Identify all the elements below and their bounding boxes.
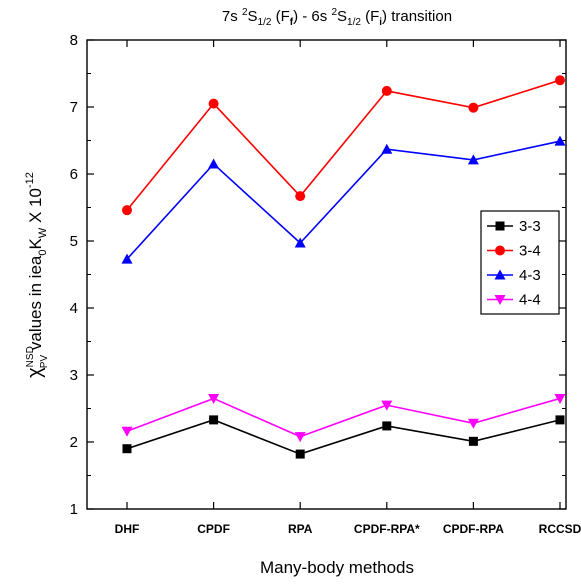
x-ticks: DHF CPDF RPA CPDF-RPA* CPDF-RPA RCCSD (115, 40, 581, 536)
plot-area (121, 75, 566, 459)
y-ticks: 1 2 3 4 5 6 7 8 (70, 32, 566, 518)
legend-marker (494, 295, 506, 305)
data-point (468, 436, 478, 446)
ylabel-exp: -12 (24, 172, 36, 188)
series-line (126, 140, 561, 260)
x-tick-label: CPDF-RPA (443, 522, 504, 536)
data-point (555, 75, 565, 86)
legend-box (480, 210, 560, 315)
title-s2: S (337, 8, 347, 25)
data-point (121, 426, 133, 437)
series-3-3 (122, 415, 565, 459)
ylabel-sub0: 0 (37, 250, 49, 256)
legend-item: 4-4 (487, 292, 541, 309)
data-point (122, 205, 132, 216)
legend-item: 3-3 (487, 218, 541, 235)
legend-marker (495, 221, 505, 231)
y-axis-title: χNSD PV values in iea0KW X 10-12 (24, 172, 50, 378)
series-4-3 (121, 135, 566, 264)
legend-marker (494, 269, 506, 280)
data-point (295, 449, 305, 459)
y-tick-label: 4 (70, 300, 78, 317)
data-point (381, 400, 393, 411)
y-tick-label: 2 (70, 434, 78, 451)
legend-item: 4-3 (487, 267, 541, 284)
data-point (121, 253, 133, 264)
data-point (208, 158, 220, 169)
series-line (126, 79, 561, 211)
ylabel-k: K (26, 238, 45, 250)
data-point (295, 191, 306, 202)
data-point (554, 393, 566, 404)
series-line (126, 397, 561, 438)
x-tick-label: RCCSD (539, 522, 581, 536)
title-mid3: (F (361, 8, 379, 25)
ylabel-chi: χ (24, 367, 46, 378)
data-point (555, 415, 565, 425)
data-point (381, 143, 393, 154)
y-tick-label: 1 (70, 501, 78, 518)
data-point (467, 418, 479, 429)
data-point (208, 393, 220, 404)
ylabel-mid: values in iea (26, 255, 45, 355)
y-tick-label: 5 (70, 233, 78, 250)
legend-label: 3-3 (519, 218, 541, 235)
y-tick-label: 8 (70, 32, 78, 49)
title-mid2: ) - 6s (293, 8, 331, 25)
data-point (122, 444, 132, 454)
data-point (468, 102, 479, 113)
series-4-4 (121, 393, 566, 443)
legend-marker (495, 245, 505, 256)
title-sub1: 1/2 (258, 17, 272, 28)
title-s1: S (248, 8, 258, 25)
ylabel-x10: X 10 (26, 188, 45, 228)
title-sup1: 2 (242, 7, 248, 18)
title-sub2: 1/2 (347, 17, 361, 28)
y-tick-label: 7 (70, 99, 78, 116)
x-axis-title: Many-body methods (260, 558, 414, 577)
data-point (294, 432, 306, 443)
data-point (208, 98, 219, 109)
legend-label: 3-4 (519, 243, 541, 260)
title-subi: i (379, 17, 382, 28)
title-mid1: (F (271, 8, 289, 25)
title-lead: 7s (222, 8, 242, 25)
chart-title: 7s 2S1/2 (Ff) - 6s 2S1/2 (Fi) transition (222, 7, 452, 28)
legend: 3-3 3-4 4-3 4-4 (480, 210, 560, 315)
legend-item: 3-4 (487, 243, 541, 260)
y-tick-label: 6 (70, 166, 78, 183)
ylabel-sub-pv: PV (39, 355, 50, 369)
x-tick-label: RPA (288, 522, 313, 536)
x-tick-label: CPDF (197, 522, 230, 536)
data-point (209, 415, 219, 425)
x-tick-label: CPDF-RPA* (354, 522, 420, 536)
data-point (382, 421, 392, 431)
title-sup2: 2 (331, 7, 337, 18)
data-point (381, 85, 392, 96)
title-subf: f (290, 17, 294, 28)
data-point (554, 135, 566, 146)
legend-label: 4-4 (519, 292, 541, 309)
legend-label: 4-3 (519, 267, 541, 284)
title-tail: ) transition (382, 8, 452, 25)
y-tick-label: 3 (70, 367, 78, 384)
ylabel-subw: W (37, 227, 49, 238)
series-line (126, 419, 561, 455)
ylabel-sup-nsd: NSD (25, 346, 36, 367)
x-tick-label: DHF (115, 522, 140, 536)
data-point (467, 154, 479, 165)
series-3-4 (122, 75, 565, 216)
data-point (294, 237, 306, 248)
